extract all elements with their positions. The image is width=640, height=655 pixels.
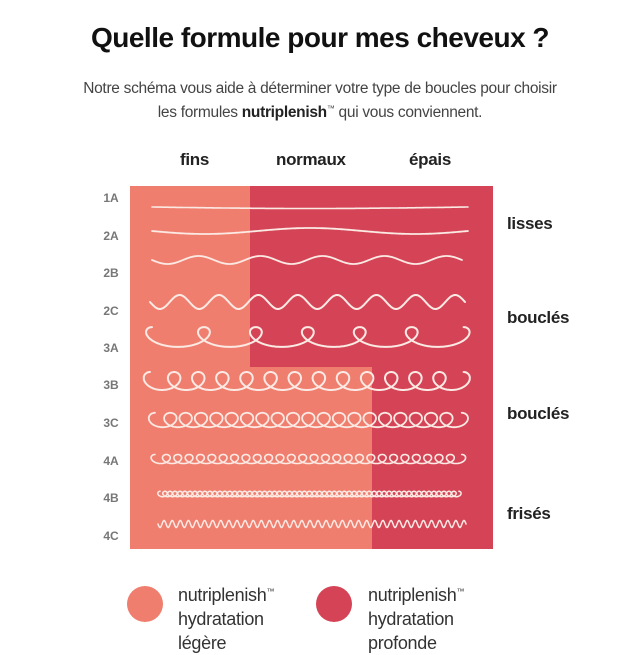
hair-strand-3C — [147, 411, 469, 429]
row-label-4B: 4B — [103, 491, 119, 505]
legend-line: profonde — [368, 633, 437, 653]
hair-strand-4B — [157, 490, 462, 498]
hair-strand-2B — [151, 255, 463, 265]
brand-name: nutriplenish — [241, 104, 327, 122]
row-label-3A: 3A — [103, 341, 119, 355]
hair-strand-4A — [150, 453, 467, 465]
hair-type-chart — [130, 186, 493, 549]
row-label-2C: 2C — [103, 304, 119, 318]
row-label-1A: 1A — [103, 191, 119, 205]
trademark: ™ — [456, 587, 465, 596]
hair-strand-3A — [145, 326, 471, 348]
category-frises: frisés — [507, 504, 551, 523]
legend-item-deep: nutriplenish™ hydratation profonde — [368, 580, 464, 655]
legend-swatch-light — [127, 586, 163, 622]
legend-brand: nutriplenish — [178, 585, 267, 605]
column-header-fins: fins — [180, 150, 210, 169]
legend-brand: nutriplenish — [368, 585, 457, 605]
hair-strand-1A — [151, 206, 469, 210]
column-header-normaux: normaux — [276, 150, 346, 169]
hair-strand-4C — [157, 519, 467, 529]
subtitle-line-2: les formules nutriplenish™ qui vous conv… — [0, 104, 640, 122]
trademark: ™ — [266, 587, 275, 596]
hair-strand-2A — [151, 227, 469, 235]
hair-strand-2C — [149, 294, 466, 310]
legend-swatch-deep — [316, 586, 352, 622]
trademark: ™ — [326, 104, 335, 113]
legend-item-light: nutriplenish™ hydratation légère — [178, 580, 274, 655]
category-lisses: lisses — [507, 214, 553, 233]
legend-line: hydratation — [178, 609, 264, 629]
legend-line: hydratation — [368, 609, 454, 629]
row-label-4C: 4C — [103, 529, 119, 543]
subtitle-text: les formules — [157, 104, 242, 122]
page-title: Quelle formule pour mes cheveux ? — [90, 22, 550, 53]
row-label-2B: 2B — [103, 266, 119, 280]
category-boucles-2: bouclés — [507, 404, 570, 423]
hair-strand-3B — [142, 371, 471, 391]
subtitle-text: qui vous conviennent. — [334, 104, 483, 122]
row-label-3C: 3C — [103, 416, 119, 430]
row-label-3B: 3B — [103, 378, 119, 392]
column-header-epais: épais — [409, 150, 451, 169]
row-label-2A: 2A — [103, 229, 119, 243]
category-boucles-1: bouclés — [507, 308, 570, 327]
row-label-4A: 4A — [103, 454, 119, 468]
legend-line: légère — [178, 633, 227, 653]
subtitle-line-1: Notre schéma vous aide à déterminer votr… — [83, 80, 557, 97]
